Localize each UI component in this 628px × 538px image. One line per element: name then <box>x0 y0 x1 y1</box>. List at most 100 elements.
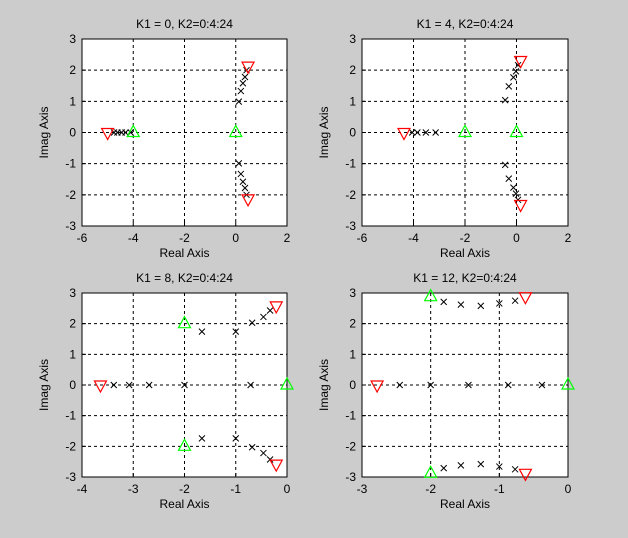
y-tick-label: 2 <box>69 63 76 77</box>
pole-marker <box>518 292 533 305</box>
y-tick-label: -2 <box>65 188 76 202</box>
y-tick-label: -2 <box>345 439 356 453</box>
zero-marker <box>177 438 192 451</box>
locus-point-marker <box>247 381 254 389</box>
zero-marker <box>279 376 295 390</box>
y-tick-label: -1 <box>345 409 356 423</box>
locus-point-marker <box>505 83 513 90</box>
pole-marker <box>269 459 284 473</box>
y-tick-label: 0 <box>349 378 356 392</box>
locus-point-marker <box>495 300 503 307</box>
locus-point-marker <box>181 381 188 389</box>
x-tick-label: 0 <box>565 482 572 496</box>
subplot-2: -6 -4 -2 0 2 -3 -2 -1 0 1 2 3 K1 = 4, K2=0:4:24 Real … <box>317 17 572 260</box>
locus-point-marker <box>440 298 448 306</box>
y-tick-label: -3 <box>65 470 76 484</box>
locus-point-marker <box>239 178 247 186</box>
locus-point-marker <box>235 98 243 105</box>
locus-point-marker <box>432 129 439 136</box>
locus-point-marker <box>145 381 153 389</box>
pole-marker <box>100 127 115 141</box>
pole-marker <box>396 127 411 141</box>
locus-point-marker <box>427 381 435 389</box>
locus-point-marker <box>505 175 513 182</box>
x-tick-label: -3 <box>357 482 368 496</box>
x-axis-label: Real Axis <box>159 246 209 260</box>
pole-marker <box>241 61 256 75</box>
y-tick-label: -1 <box>65 409 76 423</box>
locus-point-marker <box>440 464 448 472</box>
locus-point-marker <box>232 328 240 335</box>
pole-marker <box>513 199 528 213</box>
locus-point-marker <box>538 381 546 389</box>
locus-point-marker <box>511 297 519 305</box>
x-tick-label: -4 <box>128 231 139 245</box>
locus-point-marker <box>414 129 421 136</box>
locus-point-marker <box>198 328 206 335</box>
y-axis-label: Imag Axis <box>37 106 51 158</box>
locus-point-marker <box>396 381 404 389</box>
x-tick-label: -1 <box>494 482 505 496</box>
zero-marker <box>126 124 141 138</box>
y-tick-label: 3 <box>349 286 356 300</box>
x-tick-label: -6 <box>357 231 368 245</box>
locus-point-marker <box>457 461 465 469</box>
locus-point-marker <box>239 79 247 87</box>
x-axis-label: Real Axis <box>440 246 490 260</box>
x-tick-label: 0 <box>232 231 239 245</box>
locus-point-marker <box>422 129 430 136</box>
locus-point-marker <box>510 73 517 81</box>
x-tick-label: -6 <box>77 231 88 245</box>
subplot-4: -3 -2 -1 0 -3 -2 -1 0 1 2 3 K1 = 12, K2=0:4:24 Real … <box>317 271 576 511</box>
y-tick-label: 1 <box>69 347 76 361</box>
locus-point-marker <box>237 87 245 95</box>
locus-point-marker <box>248 443 256 451</box>
x-tick-label: 0 <box>284 482 291 496</box>
locus-point-marker <box>457 301 465 309</box>
pole-marker <box>269 301 284 315</box>
locus-point-marker <box>198 435 206 442</box>
pole-marker <box>93 380 108 394</box>
zero-marker <box>423 288 438 302</box>
y-tick-label: 0 <box>69 378 76 392</box>
locus-point-marker <box>495 463 503 470</box>
locus-point-marker <box>266 307 274 314</box>
y-tick-label: -3 <box>65 219 76 233</box>
y-tick-label: -1 <box>345 157 356 171</box>
y-tick-label: 1 <box>349 94 356 108</box>
zero-marker <box>560 376 576 390</box>
pole-marker <box>513 55 528 69</box>
zero-marker <box>177 315 192 329</box>
y-tick-label: 3 <box>349 32 356 46</box>
x-axis-label: Real Axis <box>159 497 209 511</box>
locus-point-marker <box>408 129 416 136</box>
y-tick-label: 2 <box>69 317 76 331</box>
locus-point-marker <box>241 184 249 192</box>
x-tick-label: 2 <box>284 231 291 245</box>
y-axis-label: Imag Axis <box>37 359 51 411</box>
x-tick-label: -2 <box>460 231 471 245</box>
locus-point-marker <box>110 381 118 389</box>
y-tick-label: 2 <box>349 63 356 77</box>
y-tick-label: -3 <box>345 219 356 233</box>
locus-point-marker <box>477 302 485 310</box>
subplot-title: K1 = 12, K2=0:4:24 <box>413 271 517 285</box>
locus-point-marker <box>241 73 249 81</box>
x-tick-label: -3 <box>128 482 139 496</box>
x-tick-label: -2 <box>425 482 436 496</box>
locus-point-marker <box>465 381 472 389</box>
y-tick-label: 0 <box>69 126 76 140</box>
y-tick-label: 3 <box>69 286 76 300</box>
locus-point-marker <box>501 161 509 169</box>
locus-point-marker <box>512 68 520 75</box>
locus-point-marker <box>232 435 240 442</box>
locus-point-marker <box>248 319 256 327</box>
y-tick-label: 0 <box>349 126 356 140</box>
x-axis-label: Real Axis <box>440 497 490 511</box>
locus-point-marker <box>512 190 520 197</box>
x-tick-label: -2 <box>179 231 190 245</box>
x-tick-label: 0 <box>513 231 520 245</box>
subplot-title: K1 = 0, K2=0:4:24 <box>136 17 233 31</box>
